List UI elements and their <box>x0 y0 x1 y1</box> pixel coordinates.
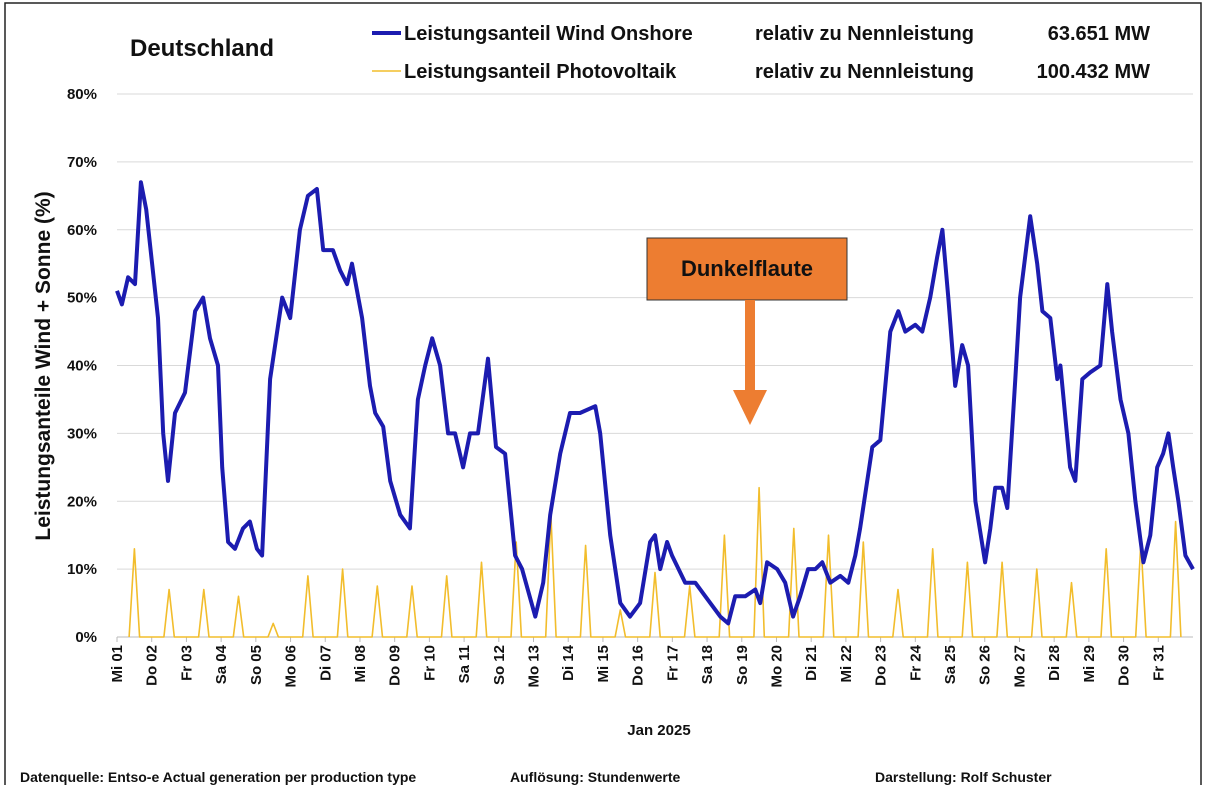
x-tick-label: Sa 04 <box>213 644 230 684</box>
x-tick-label: Mo 06 <box>283 645 300 688</box>
x-tick-label: Sa 25 <box>942 645 959 684</box>
series-line <box>128 486 1182 638</box>
x-tick-label: Di 07 <box>317 645 334 681</box>
x-tick-label: Di 14 <box>560 644 577 681</box>
x-tick-label: Mi 01 <box>109 645 126 683</box>
x-tick-label: Mo 20 <box>768 645 785 688</box>
x-tick-label: Fr 31 <box>1150 645 1167 681</box>
footnote: Darstellung: Rolf Schuster <box>875 769 1052 785</box>
y-tick-label: 80% <box>67 86 97 103</box>
x-tick-label: Do 30 <box>1116 645 1133 686</box>
x-tick-label: Di 21 <box>803 645 820 681</box>
footnote: Datenquelle: Entso-e Actual generation p… <box>20 769 416 785</box>
x-tick-label: Mi 15 <box>595 645 612 683</box>
grid: 0% 10% 20% 30% 40% 50% 60% 70% 80% Mi 01 Do 02 Fr 0… <box>67 86 1193 688</box>
legend-label: Leistungsanteil Wind Onshore <box>404 23 693 45</box>
y-tick-label: 40% <box>67 358 97 375</box>
x-tick-label: So 19 <box>734 645 751 685</box>
y-tick-label: 30% <box>67 425 97 442</box>
x-tick-label: Do 09 <box>387 645 404 686</box>
y-tick-label: 0% <box>75 629 97 646</box>
x-tick-label: Fr 17 <box>664 645 681 681</box>
x-tick-label: Mi 08 <box>352 645 369 683</box>
y-axis-title: Leistungsanteile Wind + Sonne (%) <box>32 191 55 540</box>
annotation-arrow-head <box>733 390 767 425</box>
plot-area <box>115 180 1195 638</box>
y-tick-label: 50% <box>67 290 97 307</box>
footnote: Auflösung: Stundenwerte <box>510 769 681 785</box>
x-tick-label: Mi 29 <box>1081 645 1098 683</box>
x-tick-label: So 05 <box>248 645 265 685</box>
x-tick-label: So 26 <box>977 645 994 685</box>
legend-label: Leistungsanteil Photovoltaik <box>404 61 677 83</box>
x-tick-label: Fr 24 <box>907 644 924 681</box>
y-tick-label: 60% <box>67 222 97 239</box>
x-tick-label: Sa 18 <box>699 645 716 684</box>
x-tick-label: Di 28 <box>1046 645 1063 681</box>
chart-title: Deutschland <box>130 35 274 62</box>
legend: Leistungsanteil Wind Onshore relativ zu N… <box>372 23 1150 83</box>
x-tick-label: Mi 22 <box>838 645 855 683</box>
x-tick-label: Do 23 <box>873 645 890 686</box>
x-tick-label: Sa 11 <box>456 645 473 683</box>
x-tick-label: Fr 10 <box>421 645 438 681</box>
annotation-arrow <box>745 300 755 392</box>
x-tick-label: Mo 27 <box>1011 645 1028 688</box>
x-tick-label: Mo 13 <box>526 645 543 688</box>
x-tick-label: Do 16 <box>630 645 647 686</box>
x-tick-label: Fr 03 <box>178 645 195 681</box>
annotation-box <box>646 237 848 301</box>
series-line <box>115 180 1195 626</box>
frame <box>4 2 1202 785</box>
x-tick-label: Do 02 <box>144 645 161 686</box>
legend-note: relativ zu Nennleistung <box>755 61 974 83</box>
y-tick-label: 10% <box>67 561 97 578</box>
x-axis-title: Jan 2025 <box>627 722 690 739</box>
x-tick-label: So 12 <box>491 645 508 685</box>
y-tick-label: 70% <box>67 154 97 171</box>
legend-capacity: 63.651 MW <box>1048 23 1150 45</box>
y-tick-label: 20% <box>67 493 97 510</box>
legend-note: relativ zu Nennleistung <box>755 23 974 45</box>
legend-capacity: 100.432 MW <box>1037 61 1151 83</box>
annotation-text: Dunkelflaute <box>681 256 813 281</box>
